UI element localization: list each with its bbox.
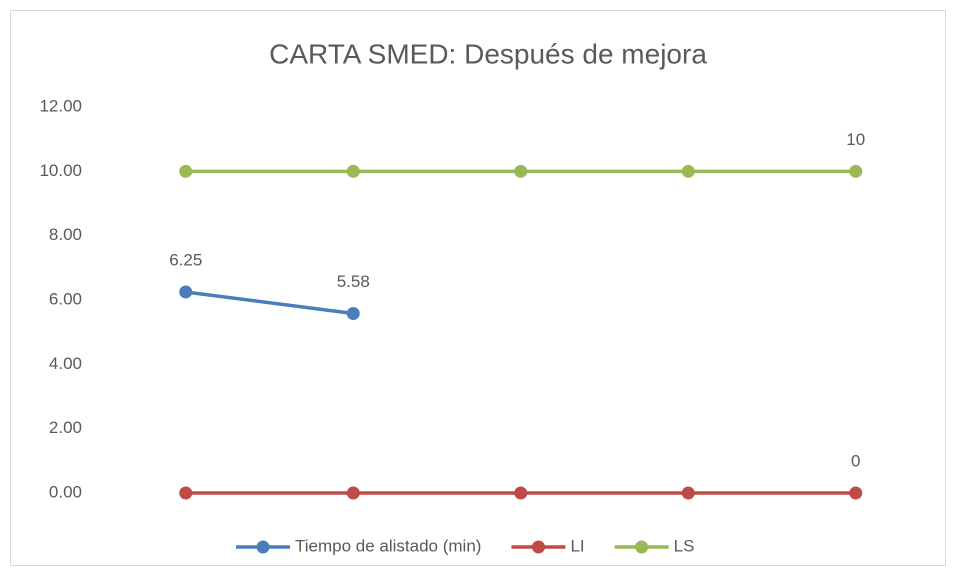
marker [514,164,528,178]
marker [179,285,193,299]
marker [681,164,695,178]
y-tick-label: 0.00 [49,482,82,501]
y-tick-label: 10.00 [39,161,82,180]
chart-border [10,10,946,566]
data-label: 0 [851,451,860,470]
marker [346,164,360,178]
legend-label: Tiempo de alistado (min) [295,536,481,555]
y-tick-label: 12.00 [39,96,82,115]
marker [849,164,863,178]
data-label: 6.25 [169,250,202,269]
data-label: 5.58 [337,272,370,291]
series-line [184,290,355,316]
y-tick-label: 4.00 [49,354,82,373]
marker [179,164,193,178]
y-tick-label: 6.00 [49,289,82,308]
legend-label: LS [674,536,695,555]
legend-marker [635,540,649,554]
marker [179,486,193,500]
data-label: 10 [846,130,865,149]
marker [346,486,360,500]
marker [514,486,528,500]
legend-marker [256,540,270,554]
y-tick-label: 2.00 [49,418,82,437]
legend-label: LI [570,536,584,555]
chart-title: CARTA SMED: Después de mejora [269,38,707,69]
legend-marker [531,540,545,554]
marker [346,307,360,321]
marker [849,486,863,500]
marker [681,486,695,500]
y-tick-label: 8.00 [49,225,82,244]
